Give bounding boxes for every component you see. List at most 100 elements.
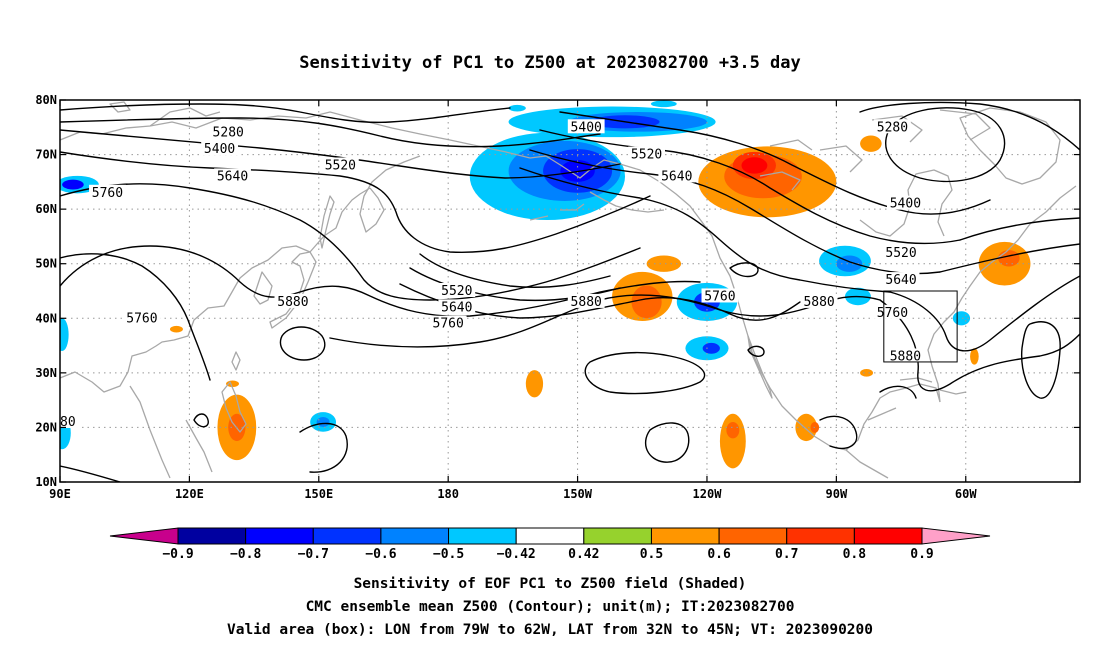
colorbar-label-5: −0.42 [497,547,536,562]
lat-label-40N: 40N [35,311,57,325]
colorbar-bin-1 [245,527,314,545]
shaded-region-42 [508,104,526,112]
contour-5880-caribbean [879,385,917,399]
contour-label-bg-12 [123,310,161,325]
contour-labels: 5280540055205640576054005520564055205640… [44,119,924,430]
contour-5760-asia [60,183,641,301]
baja-coastline [747,335,773,399]
shaded-region-32 [60,318,69,352]
contour-label-bg-3 [214,168,251,183]
lon-label-120W: 120W [693,487,723,501]
lat-label-70N: 70N [35,148,57,162]
contour-label-bg-13 [60,413,79,428]
contour-label-bg-18 [886,195,924,210]
lat-label-50N: 50N [35,257,57,271]
contour-label-15: 5760 [704,289,735,304]
shaded-region-41 [650,100,677,108]
contour-5880-gulf [819,415,858,450]
lon-label-60W: 60W [955,487,977,501]
lon-label-150E: 150E [304,487,333,501]
colorbar-bin-6 [583,527,652,545]
contour-5880-hawaii [645,422,690,463]
colorbar-label-4: −0.5 [433,547,464,562]
axis-ticks: 90E 120E 150E 180 150W 120W 90W 60W 80N 70N 60N 50N… [35,93,1080,501]
lon-label-120E: 120E [175,487,204,501]
contour-label-bg-17 [874,119,911,134]
colorbar-label-7: 0.5 [640,547,663,562]
hudson-coastline [859,169,953,237]
colorbar-label-2: −0.7 [298,547,329,562]
colorbar-bin-4 [448,527,517,545]
shaded-region-23 [952,311,971,326]
contour-5640-north-pacific [529,149,941,275]
shaded-region-34 [726,421,740,439]
lat-label-80N: 80N [35,93,57,107]
contour-label-3: 5640 [217,169,248,184]
contour-label-14: 5880 [571,295,602,310]
colorbar-label-9: 0.7 [775,547,798,562]
contour-label-bg-4 [89,184,126,199]
contour-label-bg-10 [429,315,467,330]
contour-label-1: 5400 [204,142,235,157]
colorbar-bin-0 [177,527,247,545]
z500-contours [60,101,1080,482]
contour-label-16: 5880 [803,295,834,310]
greenland-coastline [959,107,1061,185]
contour-label-bg-14 [567,293,605,308]
philippines-coastline [221,381,247,433]
indochina-coastline [129,385,213,479]
taymyr-coastline [149,107,221,127]
contour-label-8: 5520 [441,284,472,299]
contour-label-5: 5400 [571,120,602,135]
kamchatka-coastline [359,155,421,233]
contour-label-17: 5280 [877,120,908,135]
contour-label-bg-15 [701,288,739,303]
shaded-region-14 [631,285,662,319]
colorbar-high-arrow [921,527,991,545]
arctic-coastline [60,111,531,159]
coastlines [60,101,1077,479]
shaded-region-19 [702,342,720,354]
contour-label-bg-21 [874,304,911,319]
shaded-region-26 [860,135,882,152]
contour-label-bg-20 [882,272,920,287]
shaded-region-38 [970,348,979,365]
colorbar-bin-7 [650,527,720,545]
contour-5880-small-2 [729,262,759,278]
contour-label-10: 5760 [433,317,464,332]
colorbar-bin-8 [718,527,788,545]
contour-label-4: 5760 [92,186,123,201]
contour-5880-japan-high [279,326,326,361]
contour-label-0: 5280 [213,126,244,141]
contour-5880-central-pacific [584,351,706,395]
contour-label-bg-22 [886,348,924,363]
contour-5760-west-pacific [60,253,211,381]
contour-5880-east [879,299,1080,392]
contour-label-12: 5760 [126,311,157,326]
figure-title: Sensitivity of PC1 to Z500 at 2023082700… [299,53,801,73]
shaded-region-43 [860,369,874,377]
contour-label-21: 5760 [877,306,908,321]
colorbar-low-arrow [109,527,179,545]
caption-line-2: CMC ensemble mean Z500 (Contour); unit(m… [306,599,795,615]
contour-label-22: 5880 [890,349,921,364]
contour-label-bg-0 [209,124,247,139]
lat-label-30N: 30N [35,366,57,380]
colorbar-label-10: 0.8 [843,547,867,562]
alaska-coastline [529,155,847,451]
contour-5640-asia [60,151,651,254]
contour-label-13: 5880 [44,415,75,430]
contour-label-bg-16 [800,293,838,308]
lon-label-90W: 90W [826,487,848,501]
contour-5520-north-pacific [539,129,961,245]
contour-label-9: 5640 [441,300,472,315]
contour-label-bg-2 [321,157,359,172]
colorbar-label-3: −0.6 [365,547,396,562]
lon-label-90E: 90E [49,487,71,501]
map-plot-area: 5280540055205640576054005520564055205640… [44,100,1080,482]
contour-5880-small-3 [747,345,765,357]
contour-5880-small-1 [193,413,209,428]
contour-label-bg-8 [438,283,476,297]
colorbar-bin-2 [312,527,382,545]
